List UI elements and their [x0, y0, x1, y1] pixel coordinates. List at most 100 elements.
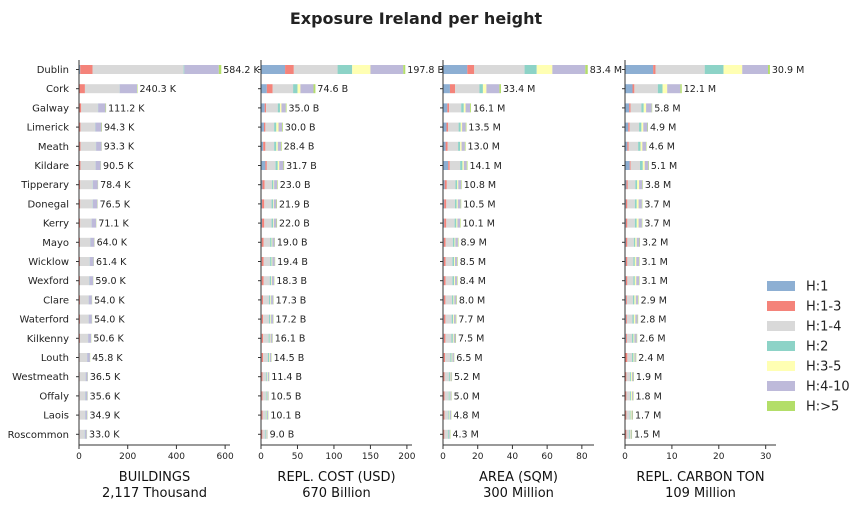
bar-segment — [267, 391, 269, 401]
bar-segment — [474, 65, 525, 74]
x-axis-total: 300 Million — [483, 486, 554, 501]
bar-segment — [446, 218, 455, 228]
data-label: 3.7 M — [644, 219, 670, 230]
bar-segment — [641, 103, 644, 113]
bar-segment — [461, 141, 465, 151]
bar-segment — [633, 257, 635, 266]
bar-segment — [462, 161, 464, 170]
bar-segment — [79, 314, 89, 324]
x-axis-label: REPL. COST (USD) — [277, 470, 395, 485]
bar-segment — [443, 314, 446, 324]
data-label: 19.4 B — [277, 257, 308, 268]
bar-segment — [449, 410, 450, 420]
bar-stack — [261, 84, 316, 94]
bar-stack — [443, 295, 457, 305]
bar-stack — [443, 410, 452, 420]
bar-segment — [635, 180, 638, 190]
bar-stack — [79, 276, 94, 286]
bar-segment — [625, 103, 630, 113]
bar-segment — [629, 161, 631, 170]
bar-segment — [449, 372, 451, 382]
bar-segment — [261, 410, 263, 420]
bar-segment — [262, 429, 266, 439]
bar-segment — [680, 84, 682, 94]
bar-segment — [261, 237, 264, 247]
bar-segment — [370, 65, 404, 74]
bar-segment — [451, 314, 454, 324]
bar-segment — [269, 353, 270, 362]
data-label: 3.7 M — [644, 199, 670, 210]
bar-segment — [443, 276, 446, 286]
bar-segment — [636, 276, 640, 286]
bar-stack — [625, 429, 633, 439]
data-label: 5.1 M — [651, 161, 677, 172]
bar-segment — [276, 218, 278, 228]
bar-stack — [625, 65, 770, 74]
bar-stack — [625, 84, 682, 94]
bar-segment — [454, 218, 457, 228]
bar-segment — [448, 372, 450, 382]
bar-segment — [625, 372, 627, 382]
bar-segment — [449, 103, 462, 113]
bar-segment — [352, 65, 371, 74]
data-label: 18.3 B — [276, 276, 307, 287]
bar-segment — [631, 391, 633, 401]
bar-segment — [636, 237, 640, 247]
bar-segment — [443, 161, 449, 170]
bar-segment — [630, 103, 642, 113]
data-label: 4.3 M — [452, 430, 478, 441]
bar-segment — [445, 295, 453, 305]
bar-stack — [625, 161, 649, 170]
data-label: 30.0 B — [285, 123, 316, 134]
bar-segment — [264, 180, 272, 190]
category-label: Roscommon — [8, 430, 69, 441]
bar-segment — [84, 429, 87, 439]
bar-segment — [479, 84, 483, 94]
bar-segment — [640, 141, 643, 151]
bar-segment — [446, 180, 456, 190]
bar-segment — [84, 84, 120, 94]
bar-segment — [633, 276, 635, 286]
bar-stack — [261, 65, 406, 74]
bar-stack — [443, 84, 501, 94]
bar-segment — [95, 122, 102, 132]
bar-segment — [448, 161, 450, 170]
bar-segment — [627, 218, 635, 228]
bar-segment — [460, 122, 463, 132]
bar-stack — [79, 295, 93, 305]
bar-stack — [261, 237, 275, 247]
bar-segment — [80, 122, 96, 132]
bar-segment — [79, 237, 80, 247]
bar-segment — [271, 276, 272, 286]
legend-item: H:4-10 — [767, 380, 850, 395]
legend-swatch — [767, 341, 795, 351]
bar-segment — [266, 410, 268, 420]
bar-segment — [264, 199, 272, 209]
bar-segment — [265, 391, 267, 401]
data-label: 64.0 K — [97, 238, 128, 249]
bar-segment — [264, 103, 267, 113]
data-label: 19.0 B — [277, 238, 308, 249]
bar-segment — [269, 333, 271, 343]
bar-stack — [79, 333, 92, 343]
data-label: 33.0 K — [89, 430, 120, 441]
bar-stack — [79, 122, 102, 132]
bar-segment — [277, 141, 282, 151]
bar-stack — [79, 410, 88, 420]
bar-segment — [79, 295, 89, 305]
bar-segment — [449, 429, 451, 439]
bar-stack — [79, 65, 222, 74]
bar-stack — [79, 391, 88, 401]
category-label: Laois — [43, 411, 69, 422]
legend-swatch — [767, 381, 795, 391]
bar-segment — [261, 65, 286, 74]
bar-segment — [455, 314, 457, 324]
bar-segment — [277, 103, 280, 113]
bar-segment — [270, 295, 272, 305]
bar-segment — [482, 84, 487, 94]
bar-stack — [79, 199, 98, 209]
data-label: 5.8 M — [654, 103, 680, 114]
bar-segment — [453, 314, 454, 324]
bar-segment — [637, 180, 640, 190]
x-axis-label: AREA (SQM) — [479, 470, 558, 485]
